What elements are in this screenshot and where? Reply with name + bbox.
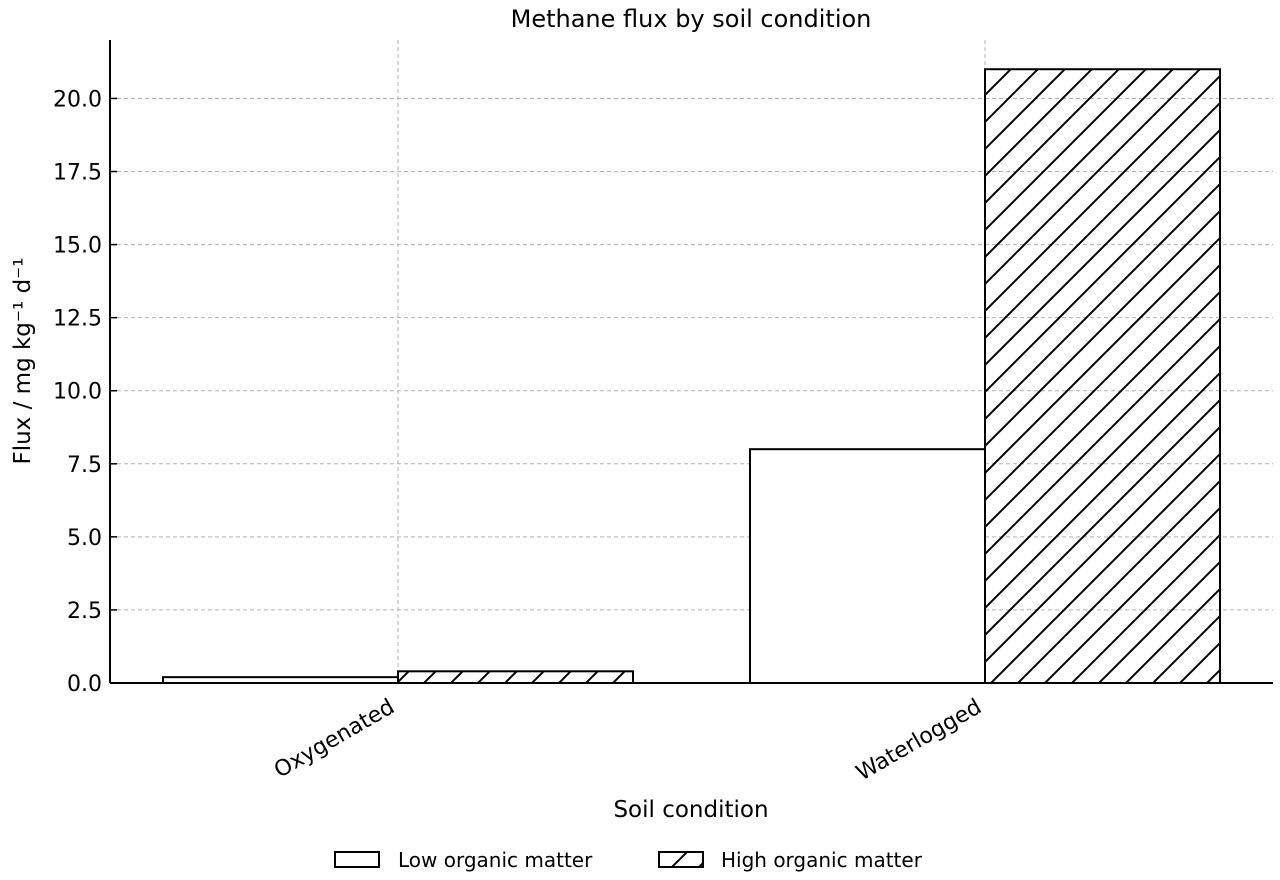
bar-high-oxygenated (397, 670, 634, 684)
y-tick-label: 2.5 (67, 599, 102, 624)
y-tick-label: 0.0 (67, 672, 102, 697)
y-tick-label: 12.5 (53, 307, 102, 332)
legend-label: Low organic matter (398, 848, 593, 872)
x-tick-label: Waterlogged (852, 695, 986, 787)
axes (109, 40, 1273, 684)
y-tick-label: 7.5 (67, 453, 102, 478)
y-tick-label: 10.0 (53, 380, 102, 405)
y-tick-label: 15.0 (53, 234, 102, 259)
legend-swatch (658, 851, 704, 868)
x-axis-label: Soil condition (613, 797, 768, 823)
x-tick-label: Oxygenated (270, 695, 399, 784)
bar-low-waterlogged (749, 448, 986, 684)
bar-high-waterlogged (984, 68, 1221, 684)
y-tick-label: 17.5 (53, 161, 102, 186)
chart-title: Methane flux by soil condition (511, 5, 872, 33)
y-tick-label: 20.0 (53, 87, 102, 112)
legend-label: High organic matter (721, 848, 923, 872)
bars (162, 68, 1221, 684)
chart-text: Methane flux by soil condition Soil cond… (10, 5, 986, 823)
y-axis-label: Flux / mg kg⁻¹ d⁻¹ (10, 257, 36, 464)
legend: Low organic matter High organic matter (334, 848, 923, 872)
y-tick-label: 5.0 (67, 526, 102, 551)
legend-swatch (334, 851, 380, 868)
